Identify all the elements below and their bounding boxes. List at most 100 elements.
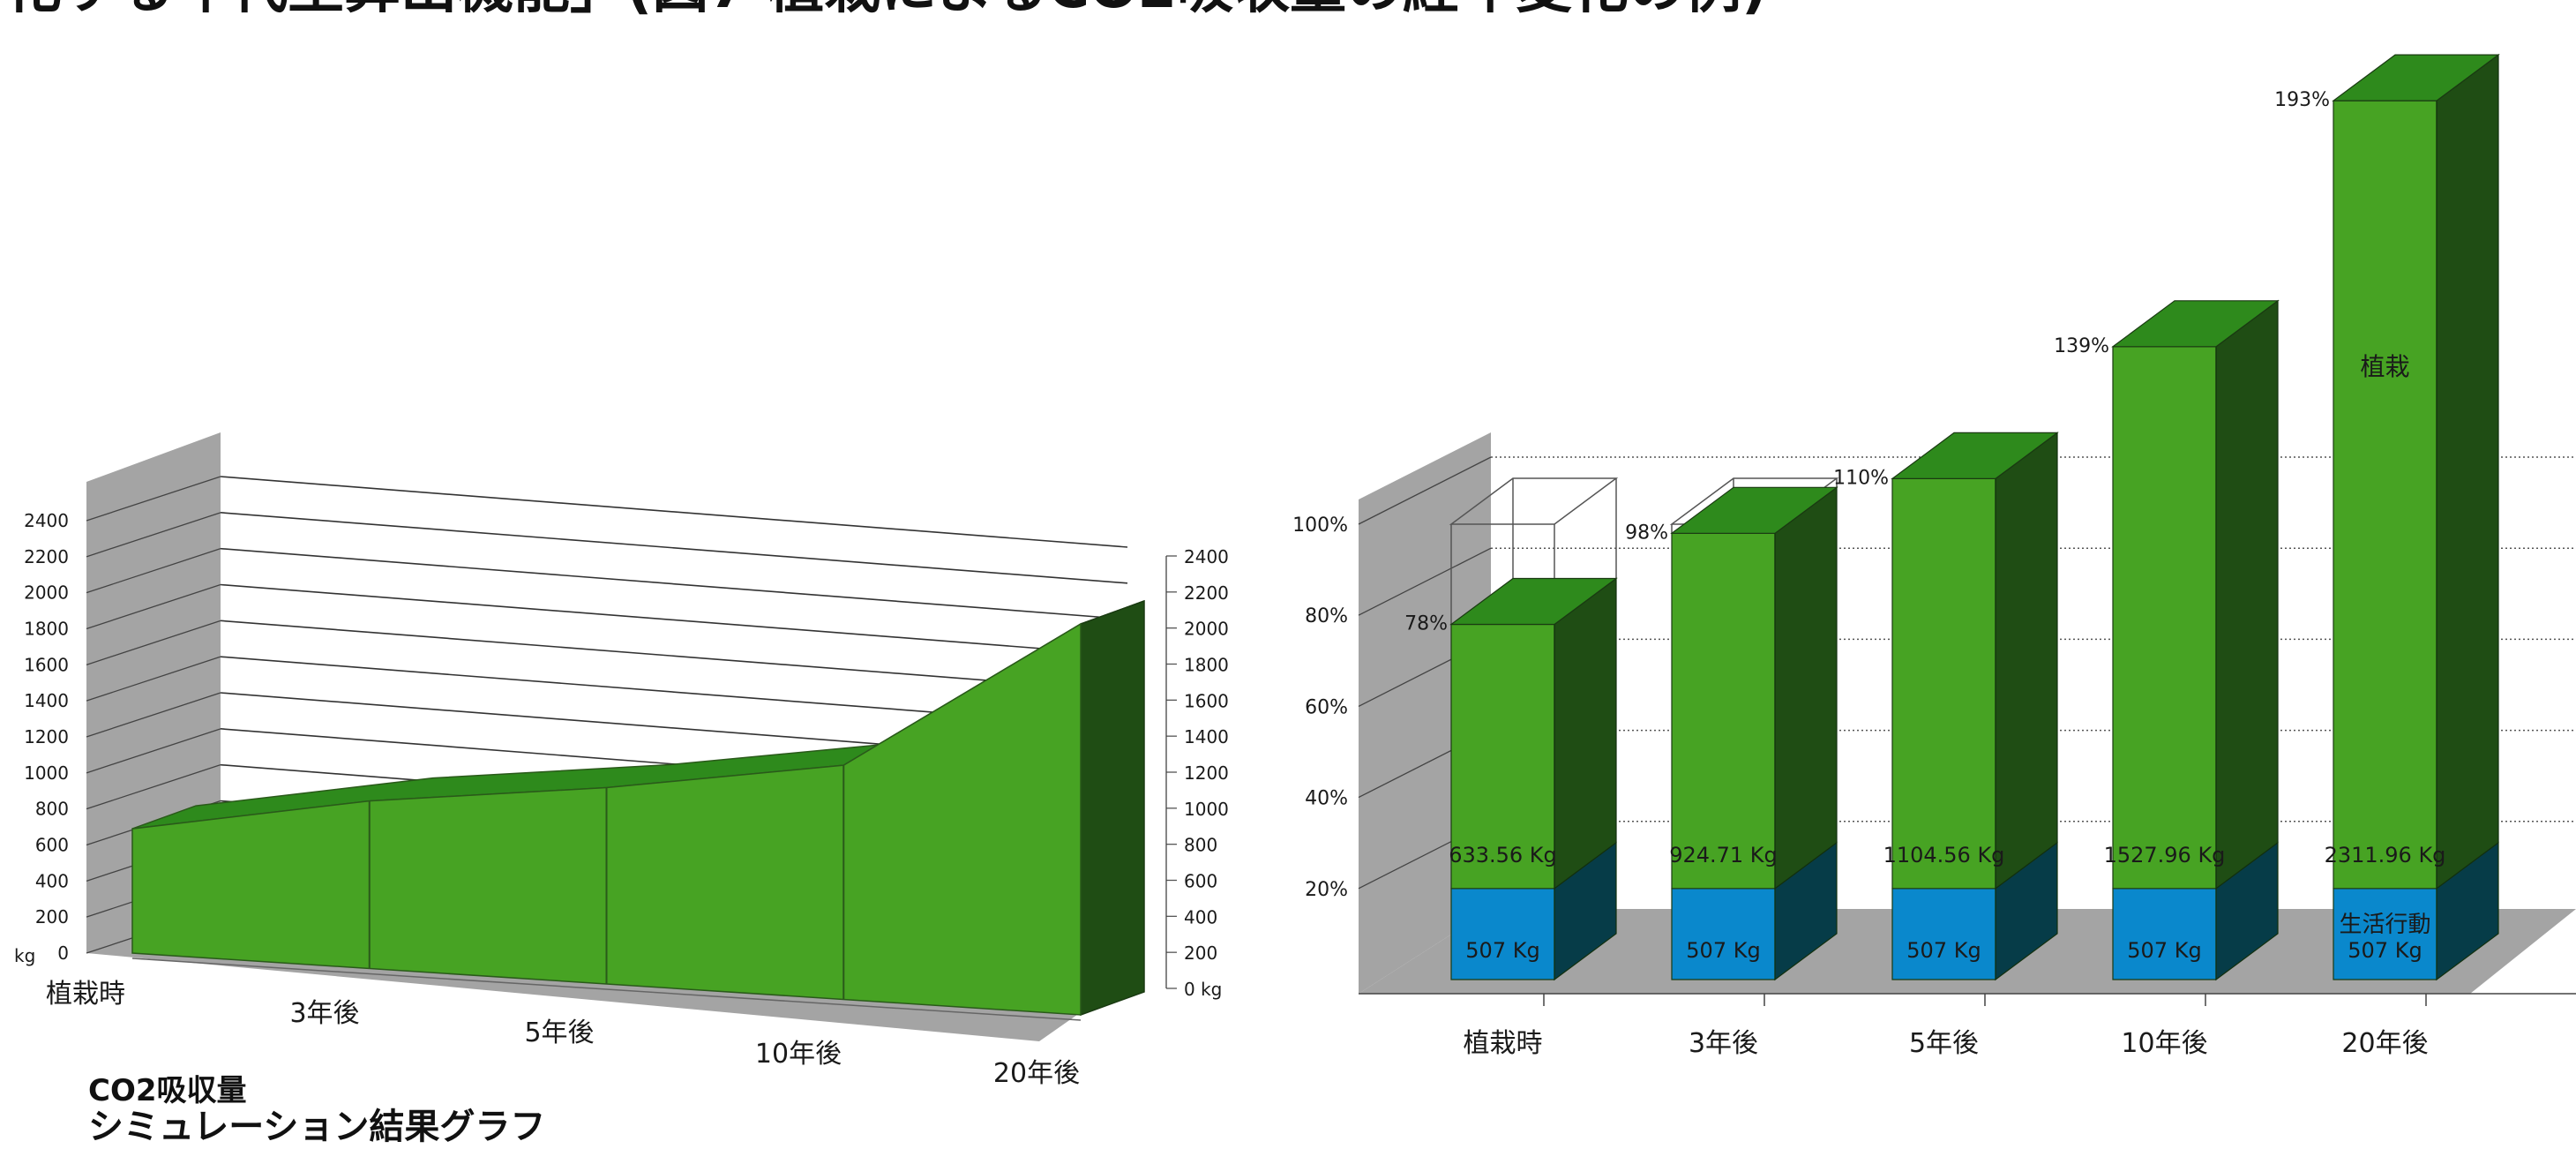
area-x-axis: 植栽時 3年後 5年後 10年後 20年後 xyxy=(46,979,1080,1089)
cropped-title: 化する年代生算出機能」(図7 植栽によるCO2吸収量の経年変化の例) xyxy=(5,0,1767,21)
bar-series-label-planting: 植栽 xyxy=(2360,352,2409,381)
bar-y-tick-label: 80% xyxy=(1305,605,1348,627)
area-right-side xyxy=(1080,599,1145,1017)
bar-total-label: 633.56 Kg xyxy=(1449,843,1557,867)
bar-base-label: 507 Kg xyxy=(1465,938,1539,963)
area-left-tick-label: 600 xyxy=(35,835,69,856)
area-left-tick-label: 2400 xyxy=(24,510,69,531)
area-left-tick-label: 2000 xyxy=(24,582,69,604)
area-wall-gridline-1600 xyxy=(86,620,221,665)
area-right-tick-label: 200 xyxy=(1184,942,1217,964)
area-wall-gridline-1800 xyxy=(86,583,221,630)
area-left-tick-label: 1800 xyxy=(24,619,69,640)
area-left-tick-label: 0 xyxy=(57,942,69,964)
bar-plant-3-top xyxy=(2111,300,2280,348)
area-left-tick-label: 200 xyxy=(35,906,69,927)
bar-total-label: 924.71 Kg xyxy=(1669,843,1778,867)
area-right-tick-label: 1200 xyxy=(1184,762,1229,784)
area-right-tick-label: 1600 xyxy=(1184,690,1229,711)
caption-subtitle: シミュレーション結果グラフ xyxy=(88,1107,546,1147)
area-right-tick-label: 2400 xyxy=(1184,546,1229,567)
area-right-tick-label: 400 xyxy=(1184,906,1217,927)
bar-base-0-front xyxy=(1450,888,1555,980)
bar-plant-3-side xyxy=(2215,299,2279,890)
area-right-tick-label: 600 xyxy=(1184,871,1217,892)
bar-plant-0-side xyxy=(1554,577,1617,890)
area-series xyxy=(131,599,1145,1021)
area-x-label: 5年後 xyxy=(524,1018,594,1048)
area-left-unit: kg xyxy=(14,945,35,966)
bar-wall-gridline xyxy=(1358,456,1492,525)
area-right-tick-label: 800 xyxy=(1184,835,1217,856)
area-wall-gridline-1200 xyxy=(86,692,221,738)
area-wall-gridline-1400 xyxy=(86,656,221,702)
bar-percent-label: 139% xyxy=(2054,335,2109,357)
bar-plant-1-front xyxy=(1671,532,1776,890)
bar-y-tick-label: 100% xyxy=(1292,514,1348,537)
area-x-label: 10年後 xyxy=(755,1039,842,1070)
bar-y-tick-label: 60% xyxy=(1305,696,1348,718)
area-gridline-1800 xyxy=(220,583,1128,657)
bar-base-3-front xyxy=(2112,888,2217,980)
bar-plant-4-top xyxy=(2332,54,2500,101)
bar-base-1-front xyxy=(1671,888,1776,980)
bar-x-axis: 植栽時 3年後 5年後 10年後 20年後 xyxy=(1359,993,2576,1059)
bar-plant-3-front xyxy=(2112,346,2217,890)
bar-plant-1-top xyxy=(1670,486,1838,534)
bar-plant-1-side xyxy=(1774,486,1838,890)
bar-x-label: 植栽時 xyxy=(1464,1028,1543,1059)
bar-base-label: 507 Kg xyxy=(2348,938,2422,963)
area-left-tick-label: 1400 xyxy=(24,690,69,711)
bar-x-label: 3年後 xyxy=(1689,1028,1758,1059)
bar-base-2-front xyxy=(1891,888,1996,980)
area-right-axis: 0 kg 200 400 600 800 1000 1200 1400 1600 1800 2000… xyxy=(1165,546,1229,1000)
bar-y-tick-label: 20% xyxy=(1305,879,1348,901)
area-left-tick-label: 1000 xyxy=(24,762,69,784)
area-wall-gridline-2000 xyxy=(86,548,221,594)
bar-x-label: 10年後 xyxy=(2121,1028,2207,1059)
bar-plant-4-side xyxy=(2436,53,2499,890)
area-right-tick-label: 1800 xyxy=(1184,655,1229,676)
area-left-tick-label: 400 xyxy=(35,870,69,891)
bar-base-label: 507 Kg xyxy=(2127,938,2201,963)
bar-base-label: 507 Kg xyxy=(1906,938,1981,963)
bar-base-label: 507 Kg xyxy=(1686,938,1760,963)
bar-percent-label: 98% xyxy=(1625,522,1668,544)
bar-plant-2-top xyxy=(1891,432,2059,480)
area-left-tick-label: 1600 xyxy=(24,654,69,675)
area-gridline-2200 xyxy=(220,512,1128,584)
area-wall-gridline-2200 xyxy=(86,512,221,558)
bar-percent-label: 110% xyxy=(1833,467,1889,489)
bar-chart: 20% 40% 60% 80% 100% 633.56 Kg 507 Kg 78% 924.7… xyxy=(1292,53,2576,1059)
area-x-label: 植栽時 xyxy=(46,979,125,1010)
area-x-axis-line xyxy=(131,958,1082,1021)
bar-x-label: 5年後 xyxy=(1909,1028,1979,1059)
area-x-label: 3年後 xyxy=(289,998,359,1029)
area-right-tick-label: 2200 xyxy=(1184,582,1229,604)
bar-total-label: 2311.96 Kg xyxy=(2325,843,2446,867)
area-left-tick-label: 2200 xyxy=(24,546,69,567)
area-wall-gridline-1000 xyxy=(86,728,221,774)
area-gridline-1600 xyxy=(220,620,1128,693)
area-right-tick-label: 2000 xyxy=(1184,619,1229,640)
bar-x-label: 20年後 xyxy=(2341,1028,2428,1059)
area-left-axis: 0 200 400 600 800 1000 1200 1400 1600 1800 2000 220… xyxy=(24,510,69,964)
area-wall-gridline-800 xyxy=(86,764,221,810)
bar-wall-gridline xyxy=(1358,547,1492,616)
area-gridline-2400 xyxy=(220,476,1128,548)
caption-title: CO2吸収量 xyxy=(88,1073,247,1108)
area-right-tick-label: 1400 xyxy=(1184,726,1229,747)
bar-plant-0-top xyxy=(1449,577,1618,626)
bar-y-axis: 20% 40% 60% 80% 100% xyxy=(1292,514,1348,901)
bar-plant-2-front xyxy=(1891,477,1996,890)
bar-y-tick-label: 40% xyxy=(1305,788,1348,810)
area-left-tick-label: 800 xyxy=(35,799,69,820)
bar-percent-label: 78% xyxy=(1404,613,1448,635)
bar-percent-label: 193% xyxy=(2274,89,2330,111)
area-x-label: 20年後 xyxy=(993,1058,1080,1089)
bar-plant-4-front xyxy=(2333,100,2437,890)
area-gridline-2000 xyxy=(220,547,1128,620)
bar-series: 633.56 Kg 507 Kg 78% 924.71 Kg 507 Kg 98% 1104… xyxy=(1404,53,2500,981)
area-right-tick-label: 0 kg xyxy=(1184,979,1222,1000)
